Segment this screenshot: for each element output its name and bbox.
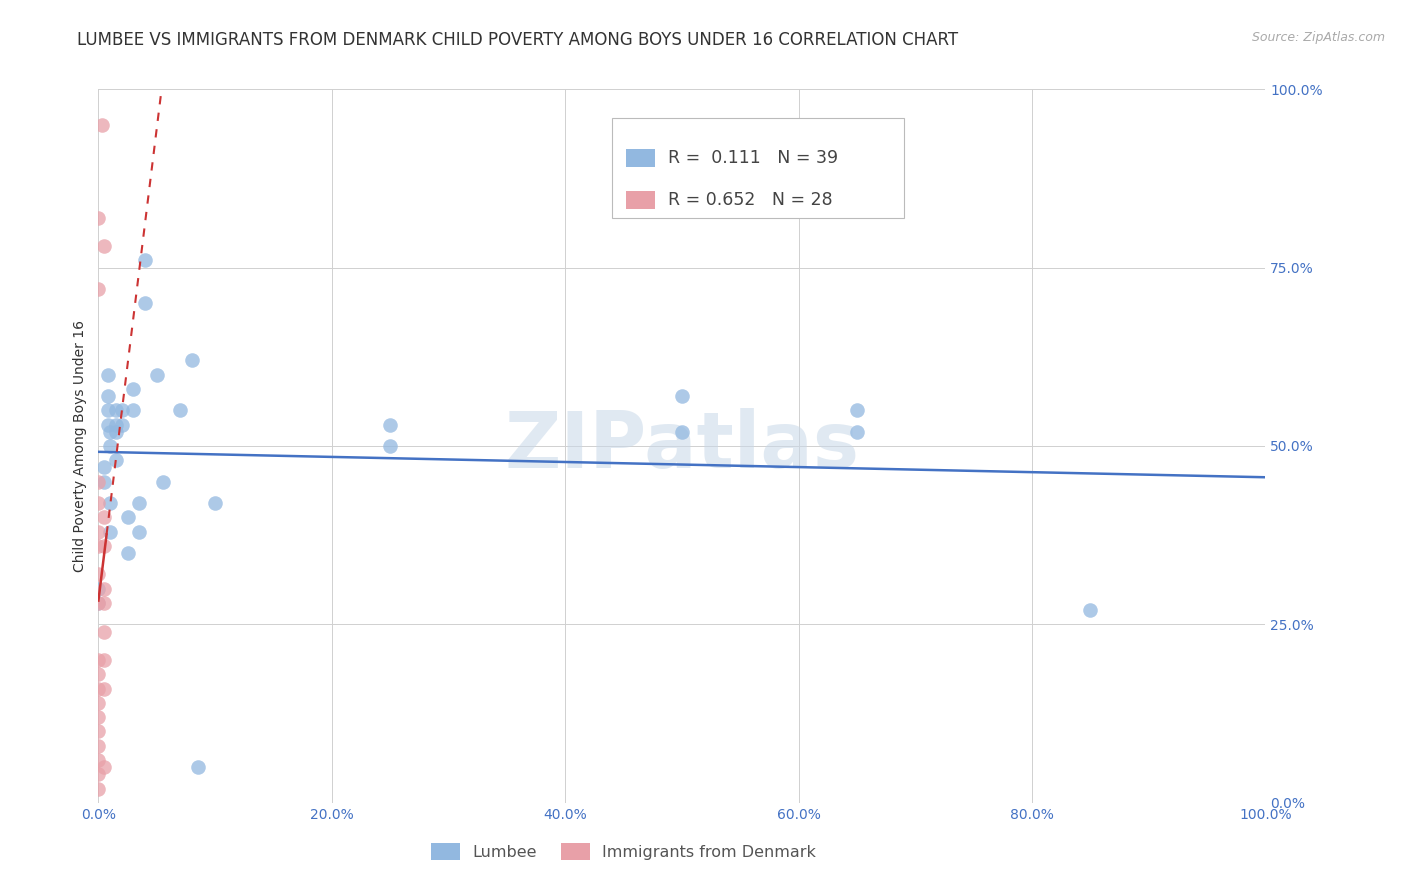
Point [98, 439, 121, 453]
Point [93, 539, 115, 553]
Y-axis label: Child Poverty Among Boys Under 16: Child Poverty Among Boys Under 16 [73, 320, 87, 572]
Point [128, 496, 150, 510]
Point [846, 403, 869, 417]
Bar [626, 191, 655, 209]
Legend: Lumbee, Immigrants from Denmark: Lumbee, Immigrants from Denmark [425, 837, 823, 866]
Point [87, 767, 110, 781]
Point [87, 211, 110, 225]
Point [122, 403, 145, 417]
Point [93, 510, 115, 524]
Point [380, 417, 402, 432]
Point [98, 425, 121, 439]
FancyBboxPatch shape [612, 118, 904, 218]
Point [87, 696, 110, 710]
Point [93, 475, 115, 489]
Point [97, 403, 120, 417]
Text: R = 0.652   N = 28: R = 0.652 N = 28 [668, 191, 832, 209]
Point [104, 425, 127, 439]
Point [87, 496, 110, 510]
Point [87, 653, 110, 667]
Point [180, 353, 202, 368]
Point [87, 667, 110, 681]
Point [152, 475, 174, 489]
Point [93, 596, 115, 610]
Text: LUMBEE VS IMMIGRANTS FROM DENMARK CHILD POVERTY AMONG BOYS UNDER 16 CORRELATION : LUMBEE VS IMMIGRANTS FROM DENMARK CHILD … [77, 31, 959, 49]
Bar [626, 149, 655, 167]
Point [87, 539, 110, 553]
Point [117, 546, 139, 560]
Point [846, 425, 869, 439]
Point [93, 681, 115, 696]
Point [104, 403, 127, 417]
Point [90, 118, 112, 132]
Point [1080, 603, 1102, 617]
Point [104, 453, 127, 467]
Point [87, 781, 110, 796]
Point [187, 760, 209, 774]
Point [98, 496, 121, 510]
Point [97, 389, 120, 403]
Point [87, 753, 110, 767]
Point [671, 389, 693, 403]
Point [380, 439, 402, 453]
Point [204, 496, 226, 510]
Point [87, 710, 110, 724]
Point [104, 417, 127, 432]
Text: R =  0.111   N = 39: R = 0.111 N = 39 [668, 149, 838, 167]
Point [87, 475, 110, 489]
Point [117, 510, 139, 524]
Point [671, 425, 693, 439]
Point [87, 524, 110, 539]
Point [128, 524, 150, 539]
Point [87, 567, 110, 582]
Point [87, 582, 110, 596]
Point [87, 724, 110, 739]
Point [93, 460, 115, 475]
Point [93, 653, 115, 667]
Point [93, 760, 115, 774]
Point [87, 596, 110, 610]
Point [122, 382, 145, 396]
Point [111, 403, 134, 417]
Point [134, 296, 156, 310]
Text: Source: ZipAtlas.com: Source: ZipAtlas.com [1251, 31, 1385, 45]
Point [93, 624, 115, 639]
Point [93, 582, 115, 596]
Point [87, 739, 110, 753]
Point [87, 681, 110, 696]
Point [146, 368, 169, 382]
Point [169, 403, 191, 417]
Text: ZIPatlas: ZIPatlas [505, 408, 859, 484]
Point [97, 417, 120, 432]
Point [87, 282, 110, 296]
Point [93, 239, 115, 253]
Point [97, 368, 120, 382]
Point [87, 596, 110, 610]
Point [111, 417, 134, 432]
Point [98, 524, 121, 539]
Point [134, 253, 156, 268]
